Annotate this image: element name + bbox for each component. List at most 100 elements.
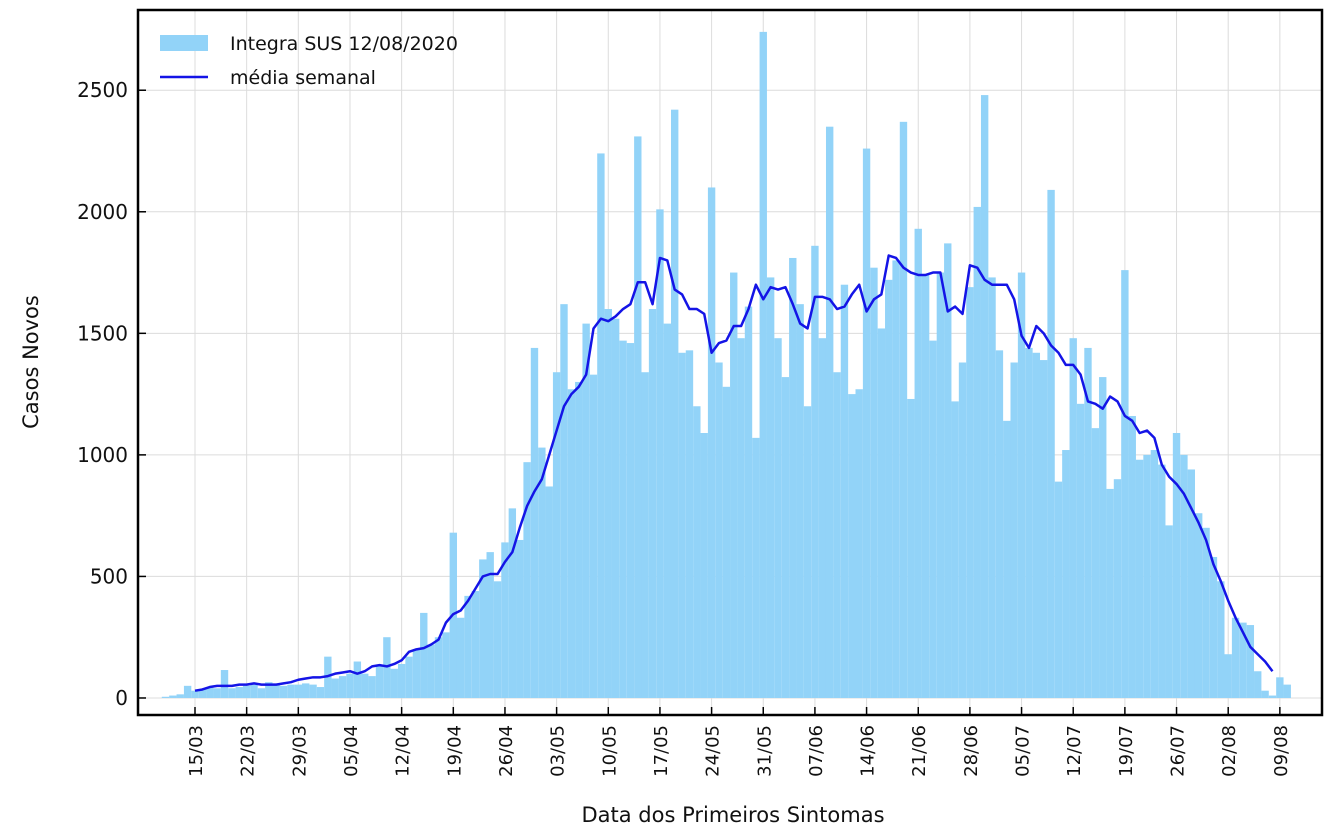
bar (1158, 464, 1166, 698)
bar (626, 343, 635, 698)
bar (1187, 469, 1195, 698)
bar (1202, 527, 1210, 698)
x-tick-label: 12/04 (393, 725, 414, 777)
bar (936, 272, 945, 698)
x-tick-label: 26/04 (496, 725, 517, 777)
bar (951, 401, 959, 698)
legend-label: Integra SUS 12/08/2020 (230, 33, 458, 55)
bar (1047, 189, 1055, 698)
plot-frame (136, 8, 1324, 717)
bar (1246, 625, 1255, 698)
x-tick-label: 10/05 (599, 725, 620, 777)
x-tick-label: 19/07 (1116, 725, 1137, 777)
bar (471, 591, 480, 698)
bar (1143, 454, 1151, 698)
bar (412, 649, 421, 698)
bar (1172, 433, 1181, 698)
bar (641, 372, 649, 698)
bar (1069, 338, 1077, 698)
bar (781, 377, 790, 698)
bar (242, 685, 251, 698)
bar (1261, 690, 1269, 698)
x-tick-label: 05/07 (1013, 725, 1034, 777)
bar (1231, 617, 1240, 698)
bar (1239, 622, 1247, 698)
bar (663, 323, 672, 698)
bar (818, 338, 826, 698)
bar (1194, 513, 1203, 698)
bar (1099, 377, 1107, 698)
bar (427, 644, 435, 698)
bar (1209, 556, 1218, 698)
bar (730, 272, 738, 698)
y-tick-label: 2500 (77, 78, 128, 102)
bar (619, 340, 627, 698)
x-tick-label: 07/06 (806, 725, 827, 777)
bar (1062, 450, 1070, 698)
bar (877, 328, 886, 698)
bar (265, 682, 273, 698)
bar (420, 612, 428, 698)
x-tick-label: 03/05 (548, 725, 569, 777)
bar (715, 362, 723, 698)
bar (257, 688, 266, 698)
bar (958, 362, 967, 698)
x-tick-label: 26/07 (1168, 725, 1189, 777)
bar (589, 374, 598, 698)
bar (1268, 695, 1277, 698)
bar (530, 347, 539, 698)
bar (759, 31, 767, 698)
x-tick-label: 19/04 (444, 725, 465, 777)
bar (1091, 428, 1100, 698)
bar (796, 304, 804, 698)
bar (294, 684, 303, 698)
x-tick-label: 02/08 (1219, 725, 1240, 777)
x-tick-label: 28/06 (961, 725, 982, 777)
bar (353, 661, 362, 698)
bar (855, 389, 863, 698)
bar (575, 381, 583, 698)
bar (1128, 415, 1136, 698)
bar (375, 666, 384, 698)
bar (678, 352, 686, 698)
bar (567, 389, 576, 698)
bar (1276, 677, 1284, 698)
bar (995, 350, 1004, 698)
bar (1040, 360, 1048, 698)
y-tick-label: 1500 (77, 321, 128, 345)
marks (161, 31, 1291, 698)
bar (1150, 450, 1159, 698)
bar (250, 684, 258, 698)
bar (685, 350, 694, 698)
bar (944, 243, 952, 698)
x-tick-label: 21/06 (909, 725, 930, 777)
average-line (194, 254, 1274, 692)
y-tick-label: 2000 (77, 200, 128, 224)
bar (885, 279, 893, 698)
bar (604, 309, 612, 698)
bar (338, 676, 347, 698)
bar (966, 287, 974, 698)
bar (848, 394, 856, 698)
x-axis-label: Data dos Primeiros Sintomas (581, 803, 884, 827)
bar (634, 136, 642, 698)
bar (980, 95, 989, 698)
bar (309, 684, 317, 698)
bar (479, 559, 487, 698)
bar (1121, 270, 1129, 698)
bar (892, 260, 900, 698)
bar (228, 688, 236, 698)
bar (1084, 347, 1092, 698)
x-tick-label: 14/06 (858, 725, 879, 777)
bar (316, 687, 325, 698)
bar (988, 277, 996, 698)
bar (545, 486, 553, 698)
bar (1283, 684, 1291, 698)
y-tick-label: 1000 (77, 443, 128, 467)
bar (493, 581, 502, 698)
bar (1032, 352, 1041, 698)
bar (707, 187, 716, 698)
bar (722, 386, 731, 698)
bar (346, 673, 354, 698)
